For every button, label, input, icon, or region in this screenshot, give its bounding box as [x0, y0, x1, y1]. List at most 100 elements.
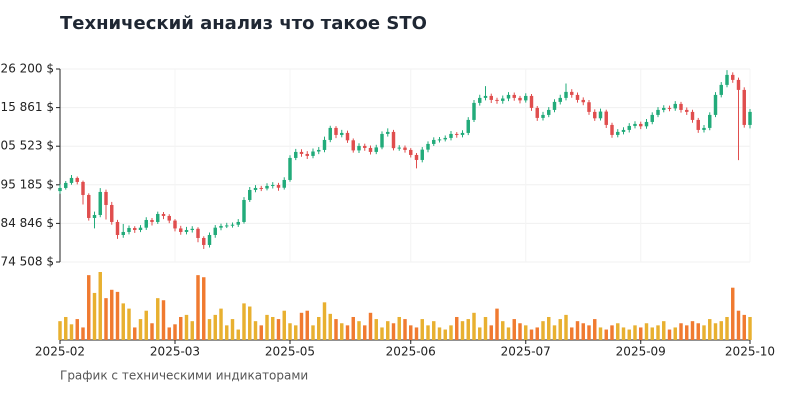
- chart-title: Технический анализ что такое STO: [60, 13, 427, 34]
- volume-bar: [167, 327, 171, 340]
- candle-body: [460, 132, 465, 135]
- volume-bar: [196, 275, 200, 340]
- volume-bar: [524, 325, 528, 340]
- y-tick-label: 226 200 $: [0, 62, 54, 76]
- volume-bar: [340, 323, 344, 340]
- candle-body: [386, 131, 390, 134]
- y-tick-label: 174 508 $: [0, 255, 54, 269]
- volume-bar: [432, 321, 436, 340]
- volume-bar: [87, 275, 91, 340]
- candle-body: [282, 179, 286, 188]
- candle-body: [242, 199, 246, 222]
- candle-body: [328, 127, 332, 140]
- candle-body: [340, 132, 344, 135]
- volume-bar: [696, 323, 700, 340]
- candle-body: [144, 219, 148, 228]
- volume-bar: [403, 319, 407, 340]
- candle-body: [558, 97, 562, 102]
- candle-body: [265, 185, 269, 189]
- x-tick-label: 2025-07: [501, 345, 551, 359]
- volume-bar: [719, 321, 723, 340]
- volume-bar: [334, 319, 338, 340]
- x-tick-label: 2025-02: [35, 345, 85, 359]
- candle-body: [363, 145, 367, 148]
- candle-body: [719, 84, 723, 95]
- y-tick-label: 184 846 $: [0, 216, 54, 230]
- x-tick-label: 2025-06: [386, 345, 436, 359]
- volume-bar: [564, 314, 568, 340]
- volume-bar: [64, 316, 68, 340]
- volume-bar: [633, 325, 637, 340]
- volume-bar: [616, 323, 620, 340]
- volume-bar: [495, 308, 499, 340]
- volume-bar: [529, 329, 534, 340]
- volume-bar: [547, 316, 551, 340]
- candle-body: [587, 102, 591, 112]
- volume-bar: [225, 325, 229, 340]
- volume-bar: [552, 325, 557, 340]
- candle-body: [305, 153, 309, 156]
- volume-bar: [708, 319, 712, 340]
- volume-bar: [489, 325, 493, 340]
- candle-body: [236, 221, 240, 225]
- candle-body: [506, 94, 511, 99]
- volume-bar: [317, 316, 321, 340]
- candle-body: [167, 215, 171, 221]
- candle-body: [219, 225, 223, 228]
- volume-bar: [426, 325, 430, 340]
- volume-bar: [190, 321, 194, 340]
- volume-bar: [248, 306, 252, 340]
- candle-body: [299, 151, 304, 154]
- candle-body: [495, 99, 499, 101]
- candle-body: [541, 114, 545, 118]
- candle-body: [190, 228, 194, 230]
- candle-body: [403, 147, 407, 150]
- candle-body: [667, 107, 672, 109]
- volume-bar: [110, 289, 114, 340]
- candle-body: [357, 145, 361, 151]
- x-tick-label: 2025-09: [616, 345, 666, 359]
- candle-body: [639, 123, 643, 127]
- volume-bar: [173, 324, 177, 340]
- y-tick-label: 195 185 $: [0, 177, 54, 191]
- volume-bar: [449, 325, 453, 340]
- volume-bar: [368, 312, 373, 340]
- volume-bar: [75, 319, 79, 340]
- volume-bar: [558, 319, 562, 340]
- candle-body: [552, 101, 557, 110]
- candle-body: [322, 139, 327, 150]
- candle-body: [731, 74, 735, 80]
- volume-bar: [282, 310, 286, 340]
- volume-bar: [455, 316, 459, 340]
- volume-bar: [650, 327, 654, 340]
- candle-body: [535, 107, 539, 118]
- volume-bar: [294, 325, 298, 340]
- candle-body: [547, 109, 551, 115]
- candle-body: [679, 103, 683, 110]
- volume-bar: [472, 312, 476, 340]
- candle-body: [374, 147, 378, 152]
- candle-body: [656, 109, 660, 115]
- candle-body: [443, 137, 447, 140]
- candle-body: [570, 91, 574, 95]
- volume-bar: [673, 327, 677, 340]
- candle-body: [690, 111, 695, 120]
- volume-bar: [104, 298, 108, 340]
- volume-bar: [593, 319, 597, 340]
- candle-body: [564, 91, 568, 98]
- candle-body: [524, 95, 528, 101]
- volume-bar: [311, 325, 315, 340]
- candle-body: [397, 147, 401, 149]
- candle-body: [259, 187, 263, 189]
- volume-bar: [478, 327, 482, 340]
- candle-body: [449, 133, 453, 138]
- candle-body: [58, 187, 62, 192]
- candle-body: [150, 219, 154, 222]
- candle-body: [225, 225, 229, 227]
- y-tick-label: 205 523 $: [0, 139, 54, 153]
- candle-body: [230, 224, 235, 226]
- candle-body: [75, 177, 79, 182]
- volume-bar: [621, 327, 626, 340]
- volume-bar: [627, 329, 631, 340]
